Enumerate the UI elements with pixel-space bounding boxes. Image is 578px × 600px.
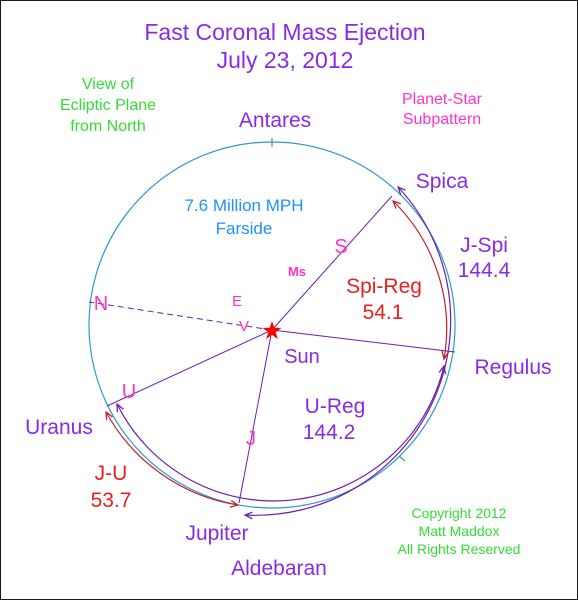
planet-symbol-uranus: U	[122, 381, 136, 403]
arc-j-u	[106, 412, 238, 505]
arc-spi-reg	[393, 201, 447, 359]
angle-label-j-spi: J-Spi	[460, 234, 508, 257]
angle-label-j-u: J-U	[95, 462, 128, 485]
sun-label: Sun	[284, 346, 320, 368]
circle-tick-bottom-right	[398, 455, 406, 462]
planet-label-jupiter: Jupiter	[185, 522, 248, 545]
arc-u-reg	[117, 366, 444, 502]
sun-star-icon	[262, 321, 282, 340]
angle-label-spi-reg: Spi-Reg	[346, 275, 422, 298]
view-note-line-2: Ecliptic Plane	[60, 97, 156, 114]
copyright-line-1: Copyright 2012	[412, 505, 507, 521]
pattern-note-line-2: Subpattern	[403, 111, 481, 128]
planet-symbol-earth: E	[232, 293, 242, 310]
planet-symbol-venus: V	[239, 318, 249, 335]
speed-note-line-2: Farside	[216, 219, 273, 238]
angle-value-j-u: 53.7	[91, 489, 132, 512]
star-label-regulus: Regulus	[474, 356, 551, 379]
view-note-line-3: from North	[70, 118, 146, 135]
planet-symbol-mars: Ms	[288, 264, 306, 279]
angle-value-spi-reg: 54.1	[363, 301, 404, 324]
planet-symbol-saturn: S	[334, 236, 347, 258]
copyright-line-3: All Rights Reserved	[398, 541, 521, 557]
planet-label-uranus: Uranus	[25, 416, 93, 439]
arc-j-spi	[245, 187, 452, 515]
planet-symbol-neptune: N	[94, 293, 108, 315]
pattern-note-line-1: Planet-Star	[402, 91, 483, 108]
angle-value-u-reg: 144.2	[303, 421, 356, 444]
speed-note-line-1: 7.6 Million MPH	[184, 196, 303, 215]
star-label-aldebaran: Aldebaran	[231, 557, 327, 580]
star-label-antares: Antares	[239, 109, 311, 132]
copyright-line-2: Matt Maddox	[419, 523, 500, 539]
view-note-line-1: View of	[82, 76, 135, 93]
title-line-2: July 23, 2012	[217, 47, 354, 73]
star-label-spica: Spica	[416, 170, 469, 193]
angle-label-u-reg: U-Reg	[305, 395, 366, 418]
line-sun-neptune	[88, 301, 273, 331]
planet-symbol-jupiter: J	[246, 428, 256, 450]
angle-value-j-spi: 144.4	[458, 259, 511, 282]
line-sun-jupiter	[238, 329, 273, 504]
title-line-1: Fast Coronal Mass Ejection	[144, 19, 425, 45]
